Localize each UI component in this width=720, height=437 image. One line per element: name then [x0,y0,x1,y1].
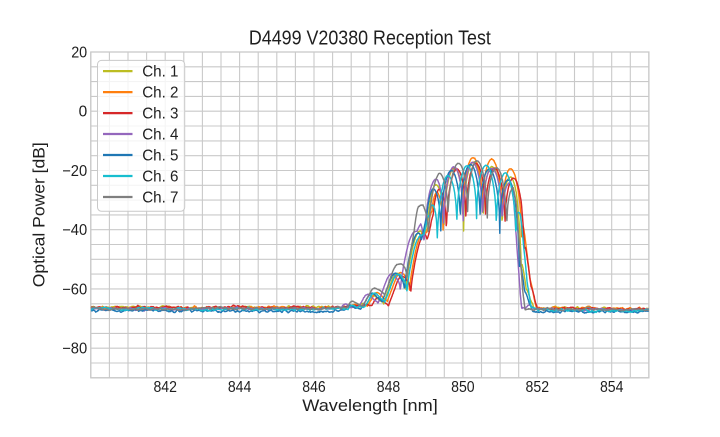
svg-text:850: 850 [451,379,475,396]
svg-text:Ch. 1: Ch. 1 [142,63,178,80]
svg-text:848: 848 [377,379,401,396]
svg-text:−20: −20 [62,163,87,180]
svg-text:Ch. 7: Ch. 7 [142,189,178,206]
svg-text:844: 844 [228,379,252,396]
svg-text:−80: −80 [62,341,87,358]
svg-text:Ch. 4: Ch. 4 [142,126,179,143]
svg-text:−40: −40 [62,222,87,239]
svg-text:−60: −60 [62,281,87,298]
svg-text:20: 20 [71,44,87,61]
svg-text:Ch. 5: Ch. 5 [142,147,178,164]
svg-text:Ch. 3: Ch. 3 [142,105,178,122]
svg-text:854: 854 [600,379,624,396]
svg-text:Optical Power [dB]: Optical Power [dB] [30,142,49,287]
svg-text:852: 852 [526,379,550,396]
svg-text:D4499 V20380 Reception Test: D4499 V20380 Reception Test [249,28,491,50]
svg-text:Wavelength [nm]: Wavelength [nm] [302,396,438,415]
svg-text:Ch. 6: Ch. 6 [142,168,178,185]
svg-text:846: 846 [302,379,326,396]
svg-text:Ch. 2: Ch. 2 [142,84,178,101]
svg-text:842: 842 [153,379,177,396]
svg-text:0: 0 [79,104,88,121]
